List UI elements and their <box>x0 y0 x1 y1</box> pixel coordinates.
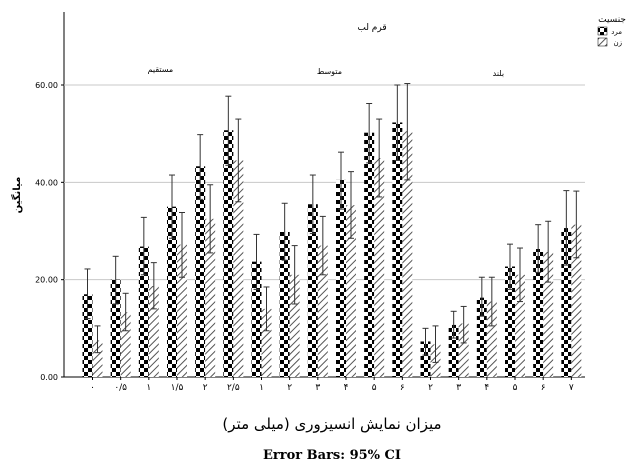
bar <box>458 323 469 377</box>
x-tick-label: ۲ <box>428 383 433 393</box>
y-axis-ticks: 0.00 20.00 40.00 60.00 <box>35 81 64 382</box>
bar <box>336 179 346 377</box>
bar <box>486 301 497 377</box>
bar <box>205 218 216 377</box>
bar <box>195 166 206 377</box>
y-axis-label: میانگین <box>10 177 23 214</box>
legend-swatch-checker <box>597 26 608 36</box>
bar <box>110 279 121 377</box>
x-tick-label: ۳ <box>315 383 320 393</box>
bar <box>120 312 131 377</box>
bar <box>233 160 244 377</box>
x-tick-label: ۲ <box>203 383 208 393</box>
x-tick-label: ۱/۵ <box>171 383 184 393</box>
x-tick-label: ۵ <box>372 383 377 393</box>
bar <box>515 274 525 377</box>
x-axis-label: میزان نمایش انسیزوری (میلی متر) <box>222 415 441 433</box>
bar <box>317 245 328 377</box>
bar <box>289 274 300 377</box>
error-bars-layer <box>84 83 580 363</box>
bar <box>448 324 459 377</box>
x-tick-label: ۳ <box>456 383 461 393</box>
bar <box>148 285 159 377</box>
panel-label: متوسط <box>317 67 342 76</box>
bar <box>261 308 272 377</box>
y-tick-label: 60.00 <box>35 81 58 90</box>
x-tick-label: ۰ <box>90 383 95 393</box>
bar <box>543 251 554 377</box>
x-tick-label: ۶ <box>541 383 546 393</box>
x-tick-label: ۱ <box>146 383 151 393</box>
bar <box>279 231 290 377</box>
x-tick-label: ۵ <box>513 383 518 393</box>
legend-swatch-hatch <box>597 37 608 47</box>
y-tick-label: 0.00 <box>40 373 58 382</box>
bar <box>138 246 149 377</box>
bar <box>561 228 572 377</box>
bar <box>533 249 544 377</box>
bar <box>167 206 177 377</box>
panel-labels: مستقیم متوسط بلند <box>148 65 505 78</box>
bar <box>374 158 385 377</box>
bar <box>392 122 403 378</box>
legend-title: جنسیت <box>598 15 626 25</box>
legend-label-female: زن <box>613 39 622 47</box>
x-tick-label: ۴ <box>344 383 349 393</box>
legend-label-male: مرد <box>611 28 622 36</box>
x-tick-label: ۰/۵ <box>114 383 127 393</box>
bar <box>251 261 262 377</box>
bar <box>307 204 318 377</box>
bar <box>402 131 413 377</box>
bar <box>505 266 515 377</box>
bar <box>571 224 582 377</box>
panel-label: بلند <box>493 69 505 78</box>
y-tick-label: 20.00 <box>35 276 58 285</box>
y-tick-label: 40.00 <box>35 178 58 187</box>
bar <box>177 244 187 377</box>
bar <box>346 205 356 377</box>
chart-title: قرم لب <box>357 23 386 33</box>
bars-layer <box>82 122 582 378</box>
bar <box>82 294 93 377</box>
legend: جنسیت مرد زن <box>597 15 626 47</box>
x-tick-label: ۱ <box>259 383 264 393</box>
x-tick-label: ۲/۵ <box>227 383 240 393</box>
bar <box>92 340 103 377</box>
x-tick-label: ۶ <box>400 383 405 393</box>
x-tick-label: ۲ <box>287 383 292 393</box>
bar <box>223 130 234 377</box>
x-axis-ticks: ۰ ۰/۵ ۱ ۱/۵ ۲ ۲/۵ ۱ ۲ ۳ ۴ ۵ ۶ ۲ ۳ ۴ ۵ ۶ ۷ <box>90 377 574 393</box>
x-tick-label: ۷ <box>569 383 574 393</box>
bar <box>420 341 431 377</box>
footnote: Error Bars: 95% CI <box>263 448 401 463</box>
bar <box>476 297 487 377</box>
x-tick-label: ۴ <box>484 383 489 393</box>
panel-label: مستقیم <box>148 65 174 74</box>
bar <box>364 132 375 377</box>
